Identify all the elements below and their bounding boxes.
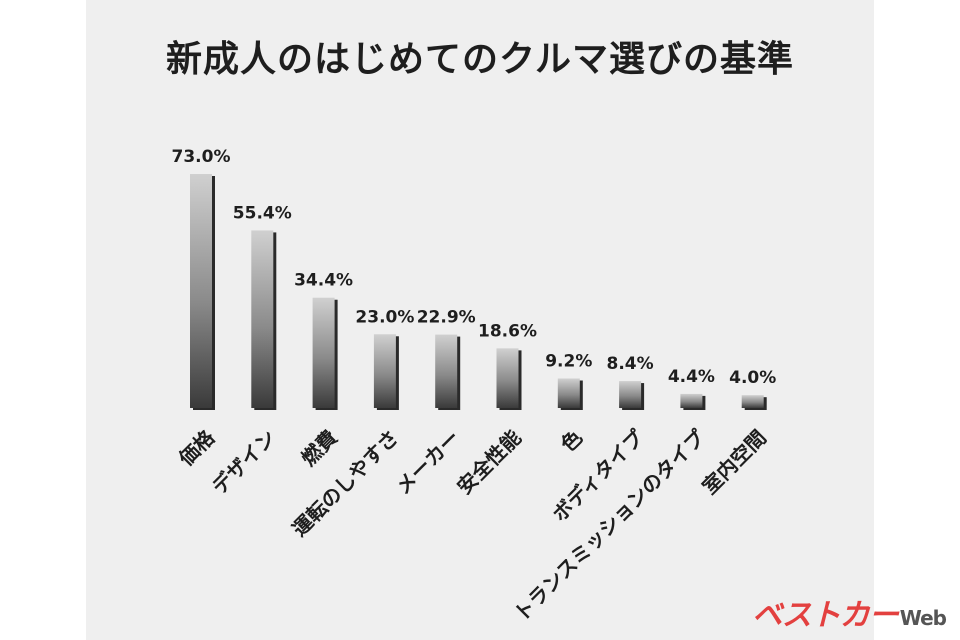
chart-title: 新成人のはじめてのクルマ選びの基準 [166, 39, 794, 80]
chart-background [86, 0, 874, 640]
category-label: 運転のしやすさ [287, 425, 403, 541]
category-label: 室内空間 [697, 425, 771, 499]
bar [435, 334, 458, 408]
value-label: 9.2% [545, 352, 592, 372]
category-label: 価格 [173, 425, 220, 472]
bar [190, 174, 212, 408]
category-label: デザイン [207, 425, 281, 499]
logo-brand: ベストカー [752, 598, 899, 633]
category-label: 色 [556, 425, 587, 456]
category-label: 燃費 [297, 425, 342, 470]
value-label: 73.0% [172, 147, 231, 167]
value-label: 8.4% [607, 354, 654, 374]
bar [312, 297, 335, 408]
value-label: 18.6% [478, 321, 537, 341]
category-label: メーカー [391, 425, 465, 499]
value-label: 23.0% [355, 307, 414, 327]
bar [680, 393, 703, 408]
value-label: 22.9% [417, 308, 476, 328]
bar [557, 378, 580, 408]
brand-logo: ベストカー Web [752, 590, 947, 634]
bar [741, 395, 764, 408]
bar [619, 381, 642, 408]
value-label: 4.4% [668, 367, 715, 387]
bar [373, 334, 396, 408]
value-label: 4.0% [729, 368, 776, 388]
bars-group: 73.0% 価格 55.4% デザイン 34.4% 燃費 23.0% 運転のしやすさ 22.9%… [172, 147, 777, 626]
category-label: 安全性能 [452, 425, 526, 499]
value-label: 34.4% [294, 271, 353, 291]
value-label: 55.4% [233, 203, 292, 223]
bar [496, 348, 519, 408]
bar [251, 230, 274, 408]
logo-suffix: Web [899, 606, 947, 630]
